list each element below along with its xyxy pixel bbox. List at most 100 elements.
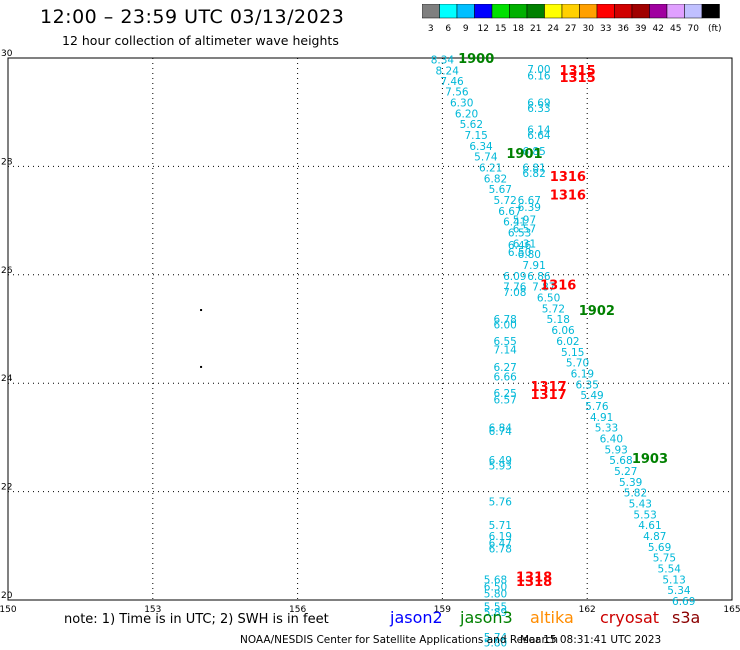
plot-frame — [7, 57, 733, 601]
wave-height-label: 6.57 — [513, 224, 536, 236]
wave-height-label: 5.80 — [484, 637, 507, 649]
wave-height-label: 7.15 — [464, 130, 487, 142]
wave-height-label: 5.70 — [566, 358, 589, 370]
wave-height-label: 7.00 — [527, 64, 550, 76]
wave-height-label: 6.69 — [527, 97, 550, 109]
wave-height-label: 5.75 — [653, 553, 676, 565]
pass-time-label: 1900 — [458, 52, 494, 67]
wave-height-label: 6.06 — [551, 325, 575, 337]
wave-height-label: 6.74 — [489, 426, 513, 438]
color-scale-legend: 3 6 9 12 15 18 21 24 27 30 33 36 39 42 45 70 (ft) — [422, 4, 722, 34]
wave-height-label: 6.69 — [672, 596, 695, 608]
wave-height-label: 6.34 — [469, 141, 493, 153]
wave-height-label: 6.64 — [527, 130, 551, 142]
legend-swatch — [701, 4, 720, 19]
legend-label: (ft) — [708, 24, 722, 34]
y-tick-label: 20 — [1, 591, 13, 601]
wave-height-label: 6.41 — [503, 217, 526, 229]
wave-height-label: 6.09 — [503, 271, 526, 283]
wave-height-label: 6.55 — [493, 336, 516, 348]
legend-label: 39 — [635, 24, 647, 34]
wave-height-label: 6.57 — [493, 394, 516, 406]
y-tick-label: 30 — [1, 49, 13, 59]
wave-height-label: 5.72 — [542, 303, 565, 315]
wave-height-label: 6.33 — [527, 103, 550, 115]
wave-height-label: 5.68 — [484, 574, 507, 586]
wave-height-label: 6.67 — [498, 206, 521, 218]
wave-height-label: 5.34 — [667, 585, 691, 597]
wave-height-label: 5.53 — [633, 509, 656, 521]
wave-height-label: 6.85 — [522, 146, 545, 158]
pass-time-label: 1315 — [559, 64, 595, 79]
wave-height-label: 6.50 — [508, 247, 531, 259]
x-tick-label: 159 — [434, 605, 451, 615]
x-tick-label: 156 — [289, 605, 306, 615]
wave-height-label: 7.76 — [503, 282, 527, 294]
wave-height-label: 6.47 — [489, 538, 512, 550]
chart-title: 12:00 – 23:59 UTC 03/13/2023 — [40, 6, 345, 28]
pass-time-label: 1318 — [516, 571, 552, 586]
wave-height-label: 6.27 — [493, 362, 516, 374]
pass-time-label: 1315 — [559, 71, 595, 86]
y-tick-label: 26 — [1, 266, 13, 276]
wave-height-label: 5.27 — [614, 466, 637, 478]
legend-label: 36 — [618, 24, 630, 34]
x-tick-label: 153 — [144, 605, 161, 615]
wave-height-label: 6.49 — [489, 455, 512, 467]
pass-time-label: 1317 — [530, 380, 566, 395]
wave-height-label: 6.21 — [479, 162, 502, 174]
wave-height-label: 5.76 — [489, 496, 513, 508]
legend-label: 21 — [530, 24, 541, 34]
observation-dot — [200, 309, 203, 312]
wave-height-label: 5.55 — [484, 602, 507, 614]
wave-height-label: 5.71 — [489, 520, 512, 532]
wave-height-label: 5.13 — [662, 574, 685, 586]
wave-height-label: 6.40 — [600, 433, 623, 445]
x-tick-label: 150 — [0, 605, 17, 615]
wave-height-label: 5.68 — [609, 455, 632, 467]
wave-height-label: 6.78 — [489, 544, 512, 556]
wave-height-label: 7.87 — [532, 282, 555, 294]
wave-height-label: 6.02 — [556, 336, 579, 348]
legend-label: 18 — [513, 24, 525, 34]
legend-label: 12 — [478, 24, 489, 34]
wave-height-label: 6.67 — [518, 195, 541, 207]
x-tick-label: 165 — [723, 605, 740, 615]
wave-height-label: 5.33 — [595, 423, 618, 435]
y-tick-label: 24 — [1, 374, 13, 384]
wave-height-label: 4.87 — [643, 531, 666, 543]
legend-label: 27 — [565, 24, 576, 34]
wave-height-label: 6.19 — [489, 531, 512, 543]
observation-dot — [200, 365, 203, 368]
y-tick-label: 22 — [1, 483, 12, 493]
wave-height-label: 8.34 — [431, 55, 455, 67]
wave-height-label: 6.82 — [522, 168, 545, 180]
wave-height-label: 6.25 — [493, 388, 516, 400]
wave-height-label: 5.82 — [624, 488, 647, 500]
credit-line: NOAA/NESDIS Center for Satellite Applica… — [240, 634, 558, 646]
chart-subtitle: 12 hour collection of altimeter wave hei… — [62, 33, 339, 48]
wave-height-label: 6.81 — [522, 162, 545, 174]
wave-height-label: 5.67 — [489, 184, 512, 196]
wave-height-label: 6.78 — [493, 314, 516, 326]
wave-height-label: 5.80 — [484, 588, 507, 600]
legend-label: 6 — [445, 24, 451, 34]
wave-height-label: 6.50 — [537, 293, 560, 305]
wave-height-label: 5.72 — [493, 195, 516, 207]
legend-label: 30 — [583, 24, 595, 34]
generated-timestamp: Mar 15 08:31:41 UTC 2023 — [520, 634, 662, 646]
wave-height-label: 6.31 — [513, 238, 536, 250]
legend-label: 70 — [688, 24, 700, 34]
wave-height-label: 5.69 — [648, 542, 671, 554]
wave-height-label: 6.39 — [518, 202, 541, 214]
wave-height-label: 5.97 — [513, 215, 536, 227]
wave-height-label: 5.49 — [580, 390, 603, 402]
wave-height-label: 5.76 — [585, 401, 609, 413]
pass-time-label: 1316 — [550, 189, 586, 204]
pass-time-label: 1903 — [632, 452, 668, 467]
satellite-jason3: jason3 — [460, 608, 513, 627]
wave-height-label: 5.54 — [658, 564, 682, 576]
legend-label: 33 — [600, 24, 611, 34]
pass-time-label: 1316 — [550, 170, 586, 185]
